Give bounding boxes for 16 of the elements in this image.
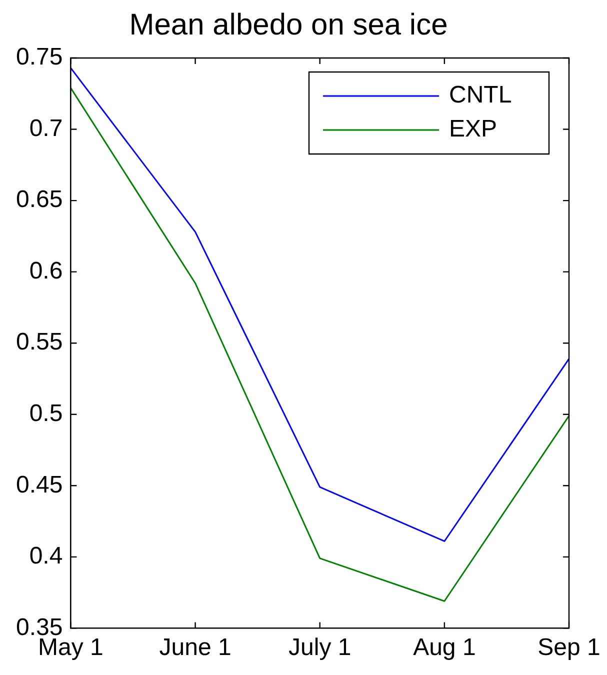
chart-title: Mean albedo on sea ice xyxy=(129,8,448,42)
y-tick-label: 0.65 xyxy=(16,186,63,214)
y-tick-label: 0.45 xyxy=(16,471,63,498)
x-tick-label: May 1 xyxy=(38,634,104,662)
legend-label: CNTL xyxy=(449,82,512,109)
y-tick-label: 0.7 xyxy=(29,114,63,142)
y-tick-label: 0.6 xyxy=(29,257,63,284)
x-tick-label: Aug 1 xyxy=(413,634,476,662)
x-tick-label: July 1 xyxy=(288,634,352,662)
y-tick-label: 0.4 xyxy=(29,542,63,570)
y-tick-label: 0.75 xyxy=(16,44,63,71)
y-tick-label: 0.55 xyxy=(16,328,63,356)
x-tick-label: June 1 xyxy=(159,634,232,662)
x-tick-label: Sep 1 xyxy=(538,634,600,662)
y-tick-label: 0.5 xyxy=(29,400,63,427)
legend-label: EXP xyxy=(449,116,498,143)
